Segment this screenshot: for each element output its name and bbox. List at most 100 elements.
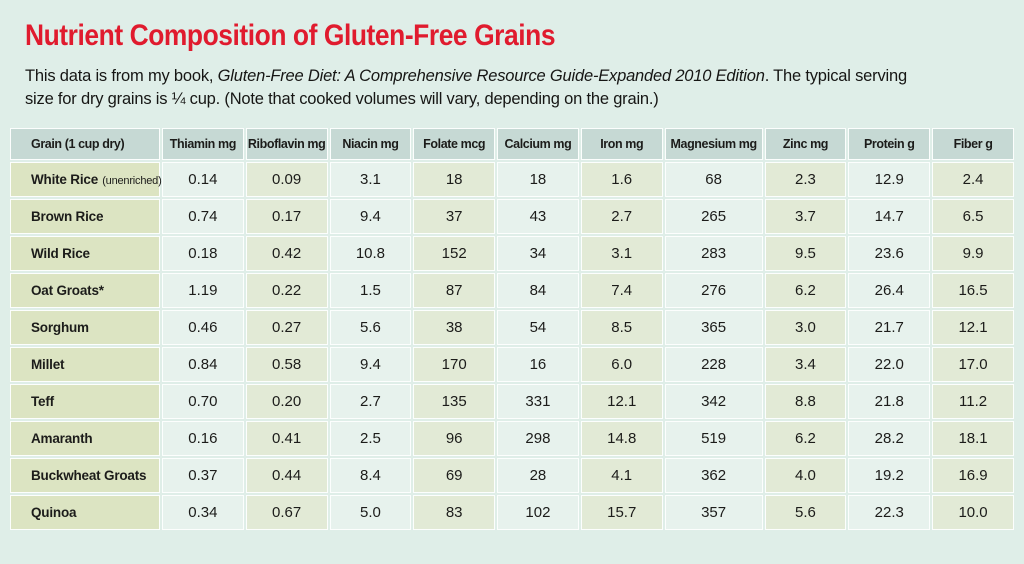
value-cell: 16.9 xyxy=(932,458,1014,494)
value-cell: 16 xyxy=(497,347,579,383)
grain-name: Teff xyxy=(31,394,54,410)
value-cell: 8.4 xyxy=(329,458,412,494)
value-cell: 365 xyxy=(664,310,763,346)
grain-cell: Amaranth xyxy=(10,421,160,457)
value-cell: 34 xyxy=(497,236,579,272)
value-cell: 0.58 xyxy=(245,347,328,383)
value-cell: 18.1 xyxy=(932,421,1014,457)
value-cell: 38 xyxy=(413,310,496,346)
value-cell: 12.9 xyxy=(848,162,931,198)
grain-cell: White Rice (unenriched) xyxy=(10,162,162,198)
grain-name: Wild Rice xyxy=(31,246,90,262)
grain-cell: Oat Groats* xyxy=(10,273,160,309)
page: Nutrient Composition of Gluten-Free Grai… xyxy=(0,20,1024,532)
value-cell: 298 xyxy=(497,421,579,457)
value-cell: 1.6 xyxy=(580,162,663,198)
intro-text: This data is from my book, Gluten-Free D… xyxy=(25,65,930,112)
value-cell: 16.5 xyxy=(932,273,1014,309)
value-cell: 23.6 xyxy=(848,236,931,272)
column-header: Protein g xyxy=(848,128,931,161)
value-cell: 0.17 xyxy=(245,199,328,235)
table-row: Teff 0.70 0.20 2.7 135 331 12.1 342 8.8 21.8 11.2 xyxy=(10,384,1014,420)
value-cell: 28.2 xyxy=(848,421,931,457)
value-cell: 43 xyxy=(497,199,579,235)
grain-cell: Millet xyxy=(10,347,160,383)
value-cell: 2.3 xyxy=(764,162,847,198)
grain-cell: Quinoa xyxy=(10,495,160,531)
value-cell: 0.42 xyxy=(245,236,328,272)
grain-name: Millet xyxy=(31,357,65,373)
column-header: Riboflavin mg xyxy=(245,128,328,161)
value-cell: 6.5 xyxy=(932,199,1014,235)
column-header: Thiamin mg xyxy=(162,128,244,161)
value-cell: 2.5 xyxy=(329,421,412,457)
page-title: Nutrient Composition of Gluten-Free Grai… xyxy=(25,19,556,52)
value-cell: 54 xyxy=(497,310,579,346)
value-cell: 87 xyxy=(413,273,496,309)
table-row: Amaranth 0.16 0.41 2.5 96 298 14.8 519 6.2 28.2 18… xyxy=(10,421,1014,457)
value-cell: 28 xyxy=(497,458,579,494)
column-header: Folate mcg xyxy=(413,128,496,161)
value-cell: 3.1 xyxy=(329,162,412,198)
grain-name: Brown Rice xyxy=(31,209,104,225)
value-cell: 0.67 xyxy=(245,495,328,531)
value-cell: 8.8 xyxy=(764,384,847,420)
table-row: Buckwheat Groats 0.37 0.44 8.4 69 28 4.1 362 4.0… xyxy=(10,458,1014,494)
value-cell: 7.4 xyxy=(580,273,663,309)
value-cell: 68 xyxy=(664,162,763,198)
value-cell: 9.9 xyxy=(932,236,1014,272)
grain-name: Quinoa xyxy=(31,505,77,521)
value-cell: 331 xyxy=(497,384,579,420)
value-cell: 102 xyxy=(497,495,579,531)
value-cell: 2.7 xyxy=(329,384,412,420)
value-cell: 10.8 xyxy=(329,236,412,272)
value-cell: 8.5 xyxy=(580,310,663,346)
value-cell: 0.34 xyxy=(162,495,244,531)
value-cell: 84 xyxy=(497,273,579,309)
value-cell: 11.2 xyxy=(932,384,1014,420)
column-header: Calcium mg xyxy=(497,128,579,161)
value-cell: 2.7 xyxy=(580,199,663,235)
grain-note: (unenriched) xyxy=(102,175,162,188)
value-cell: 3.4 xyxy=(764,347,847,383)
value-cell: 96 xyxy=(413,421,496,457)
value-cell: 0.09 xyxy=(245,162,328,198)
value-cell: 362 xyxy=(664,458,763,494)
value-cell: 5.0 xyxy=(329,495,412,531)
value-cell: 9.5 xyxy=(764,236,847,272)
value-cell: 9.4 xyxy=(329,347,412,383)
grain-cell: Wild Rice xyxy=(10,236,160,272)
value-cell: 6.0 xyxy=(580,347,663,383)
value-cell: 69 xyxy=(413,458,496,494)
value-cell: 0.44 xyxy=(245,458,328,494)
value-cell: 0.14 xyxy=(162,162,244,198)
table-row: Wild Rice 0.18 0.42 10.8 152 34 3.1 283 9.5 23.6 9… xyxy=(10,236,1014,272)
value-cell: 0.74 xyxy=(162,199,244,235)
table-row: Millet 0.84 0.58 9.4 170 16 6.0 228 3.4 22.0 17.0 xyxy=(10,347,1014,383)
value-cell: 21.8 xyxy=(848,384,931,420)
value-cell: 10.0 xyxy=(932,495,1014,531)
value-cell: 12.1 xyxy=(932,310,1014,346)
table-row: Sorghum 0.46 0.27 5.6 38 54 8.5 365 3.0 21.7 12.1 xyxy=(10,310,1014,346)
value-cell: 0.20 xyxy=(245,384,328,420)
value-cell: 4.0 xyxy=(764,458,847,494)
table-row: Quinoa 0.34 0.67 5.0 83 102 15.7 357 5.6 22.3 10.0 xyxy=(10,495,1014,531)
value-cell: 357 xyxy=(664,495,763,531)
grain-name: White Rice xyxy=(31,172,99,188)
value-cell: 12.1 xyxy=(580,384,663,420)
value-cell: 6.2 xyxy=(764,273,847,309)
grain-cell: Teff xyxy=(10,384,160,420)
grain-cell: Sorghum xyxy=(10,310,160,346)
value-cell: 0.18 xyxy=(162,236,244,272)
column-header: Niacin mg xyxy=(329,128,412,161)
value-cell: 18 xyxy=(413,162,496,198)
nutrient-table: Grain (1 cup dry) Thiamin mg Riboflavin mg… xyxy=(8,126,1016,532)
column-header: Fiber g xyxy=(932,128,1014,161)
grain-cell: Buckwheat Groats xyxy=(10,458,160,494)
value-cell: 19.2 xyxy=(848,458,931,494)
value-cell: 0.84 xyxy=(162,347,244,383)
grain-name: Oat Groats* xyxy=(31,283,104,299)
value-cell: 83 xyxy=(413,495,496,531)
value-cell: 22.0 xyxy=(848,347,931,383)
value-cell: 22.3 xyxy=(848,495,931,531)
